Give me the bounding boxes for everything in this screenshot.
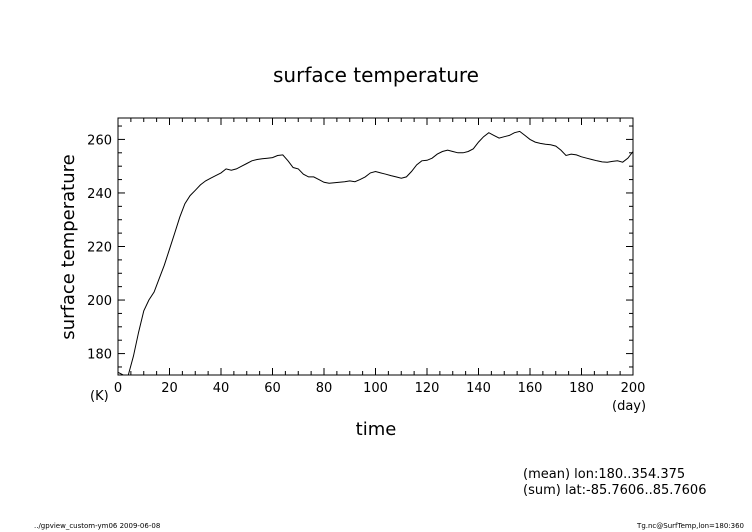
annotation-sum: (sum) lat:-85.7606..85.7606 — [523, 483, 706, 498]
y-axis-ticks — [118, 125, 633, 368]
y-unit-label: (K) — [90, 389, 109, 404]
x-tick-label: 140 — [466, 381, 491, 396]
annotation-mean: (mean) lon:180..354.375 — [523, 467, 685, 482]
x-tick-label: 60 — [264, 381, 281, 396]
x-tick-label: 100 — [363, 381, 388, 396]
y-axis-tick-labels: 180 200 220 240 260 — [87, 133, 112, 362]
plot-frame — [117, 117, 634, 376]
x-axis-ticks — [117, 118, 634, 375]
x-tick-label: 0 — [114, 381, 122, 396]
footer-right: Tg.nc@SurfTemp,lon=180:360 — [636, 522, 744, 530]
x-axis-tick-labels: 0 20 40 60 80 100 120 140 160 180 200 — [114, 381, 646, 396]
x-tick-label: 160 — [518, 381, 543, 396]
footer-left: ../gpview_custom-ym06 2009-06-08 — [34, 522, 160, 530]
y-tick-label: 240 — [87, 187, 112, 202]
x-tick-label: 20 — [161, 381, 178, 396]
series-line — [117, 130, 634, 376]
x-axis-title: time — [356, 419, 397, 440]
x-tick-label: 120 — [415, 381, 440, 396]
y-axis-title: surface temperature — [58, 154, 79, 339]
plot-area: 0 20 40 60 80 100 120 140 160 180 200 180 200 220 240… — [87, 117, 646, 396]
y-tick-label: 200 — [87, 294, 112, 309]
x-tick-label: 80 — [316, 381, 333, 396]
chart-title: surface temperature — [273, 63, 479, 87]
x-tick-label: 40 — [213, 381, 230, 396]
y-tick-label: 220 — [87, 241, 112, 256]
x-unit-label: (day) — [612, 399, 646, 414]
x-tick-label: 200 — [621, 381, 646, 396]
x-tick-label: 180 — [569, 381, 594, 396]
y-tick-label: 180 — [87, 348, 112, 363]
y-tick-label: 260 — [87, 133, 112, 148]
